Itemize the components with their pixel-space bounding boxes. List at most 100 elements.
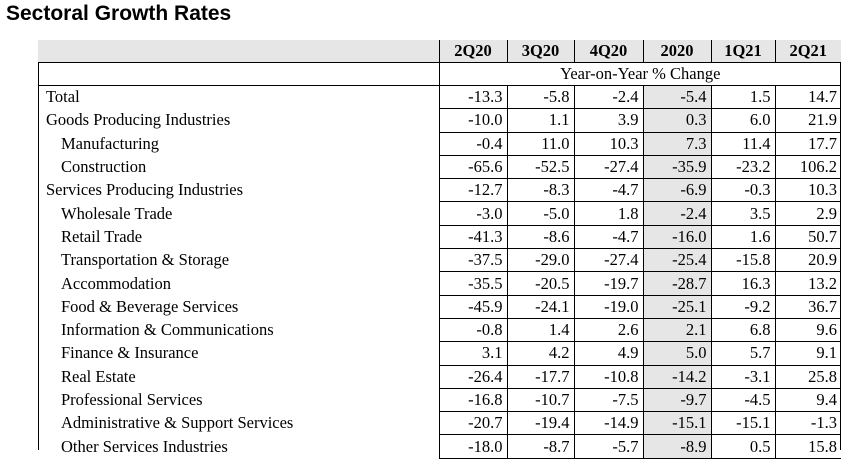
value-cell: -45.9 — [439, 295, 508, 319]
row-label: Construction — [38, 155, 440, 179]
value-cell: 0.5 — [711, 434, 776, 459]
value-cell: -15.1 — [711, 411, 776, 436]
value-cell: -1.3 — [775, 411, 841, 436]
value-cell: 10.3 — [775, 178, 841, 203]
value-cell: 9.1 — [775, 341, 841, 366]
row-label: Real Estate — [38, 365, 440, 389]
value-cell: -26.4 — [439, 365, 508, 389]
value-cell: 15.8 — [775, 434, 841, 459]
value-cell: 11.0 — [507, 132, 575, 156]
value-cell: 2.6 — [574, 318, 644, 343]
row-label: Wholesale Trade — [38, 201, 440, 226]
value-cell: -27.4 — [574, 248, 644, 273]
value-cell: 7.3 — [643, 132, 712, 156]
value-cell: 14.7 — [775, 85, 841, 110]
value-cell: -9.7 — [643, 388, 712, 413]
table-row: Information & Communications -0.8 1.4 2.6 2.… — [38, 318, 841, 343]
value-cell: 106.2 — [775, 155, 841, 180]
value-cell: 5.7 — [711, 341, 776, 366]
value-cell: -65.6 — [439, 155, 508, 180]
value-cell: -10.8 — [574, 365, 644, 389]
value-cell: -4.7 — [574, 178, 644, 203]
table-row: Professional Services -16.8 -10.7 -7.5 -9.7-… — [38, 388, 841, 413]
value-cell: 1.4 — [507, 318, 575, 343]
value-cell: -0.8 — [439, 318, 508, 343]
row-label: Transportation & Storage — [38, 248, 440, 272]
value-cell: 4.2 — [507, 341, 575, 366]
value-cell: 0.3 — [643, 108, 712, 133]
value-cell: -10.7 — [507, 388, 575, 413]
row-label: Total — [38, 85, 440, 109]
table-row: Manufacturing -0.4 11.0 10.3 7.3 11.4 17.7 — [38, 132, 841, 156]
column-header: 1Q21 — [711, 40, 776, 63]
value-cell: 36.7 — [775, 295, 841, 319]
value-cell: 1.1 — [507, 108, 575, 133]
value-cell: 10.3 — [574, 132, 644, 156]
value-cell: -8.6 — [507, 225, 575, 250]
column-header: 2020 — [643, 40, 712, 63]
value-cell: 3.1 — [439, 341, 508, 366]
row-label: Information & Communications — [38, 318, 440, 342]
value-cell: 6.0 — [711, 108, 776, 133]
value-cell: -16.8 — [439, 388, 508, 413]
value-cell: -27.4 — [574, 155, 644, 180]
value-cell: 13.2 — [775, 271, 841, 296]
value-cell: 16.3 — [711, 271, 776, 296]
column-header-row: 2Q20 3Q20 4Q20 2020 1Q21 2Q21 — [38, 40, 841, 63]
value-cell: 21.9 — [775, 108, 841, 133]
value-cell: -37.5 — [439, 248, 508, 273]
column-header: 4Q20 — [574, 40, 644, 63]
value-cell: 2.1 — [643, 318, 712, 343]
subheader-corner — [38, 62, 440, 86]
value-cell: 9.4 — [775, 388, 841, 413]
column-header: 2Q20 — [439, 40, 508, 63]
table-body: Total -13.3 -5.8 -2.4 -5.4 1.5 14.7 Goods Produ… — [38, 85, 841, 459]
value-cell: -9.2 — [711, 295, 776, 319]
value-cell: 17.7 — [775, 132, 841, 156]
value-cell: -13.3 — [439, 85, 508, 110]
value-cell: -2.4 — [574, 85, 644, 110]
value-cell: -28.7 — [643, 271, 712, 296]
value-cell: -8.7 — [507, 434, 575, 459]
value-cell: 4.9 — [574, 341, 644, 366]
row-label: Finance & Insurance — [38, 341, 440, 366]
value-cell: -8.3 — [507, 178, 575, 203]
table-row: Retail Trade -41.3 -8.6 -4.7 -16.0 1.6 50.7 — [38, 225, 841, 250]
column-header: 3Q20 — [507, 40, 575, 63]
value-cell: -8.9 — [643, 434, 712, 459]
row-label: Professional Services — [38, 388, 440, 412]
value-cell: -16.0 — [643, 225, 712, 250]
row-label: Services Producing Industries — [38, 178, 440, 202]
value-cell: 9.6 — [775, 318, 841, 343]
table-row: Food & Beverage Services -45.9 -24.1 -19.0-… — [38, 295, 841, 319]
table-row: Finance & Insurance 3.1 4.2 4.9 5.0 5.7 9.1 — [38, 341, 841, 366]
value-cell: 3.9 — [574, 108, 644, 133]
value-cell: -15.8 — [711, 248, 776, 273]
table-row: Wholesale Trade -3.0 -5.0 1.8 -2.4 3.5 2.9 — [38, 201, 841, 226]
value-cell: -10.0 — [439, 108, 508, 133]
value-cell: -41.3 — [439, 225, 508, 250]
value-cell: -5.0 — [507, 201, 575, 226]
value-cell: 1.8 — [574, 201, 644, 226]
value-cell: -23.2 — [711, 155, 776, 180]
value-cell: -35.9 — [643, 155, 712, 180]
value-cell: 2.9 — [775, 201, 841, 226]
subheader-row: Year-on-Year % Change — [38, 62, 841, 86]
value-cell: -2.4 — [643, 201, 712, 226]
value-cell: -15.1 — [643, 411, 712, 436]
value-cell: -19.0 — [574, 295, 644, 319]
value-cell: 11.4 — [711, 132, 776, 156]
row-label: Manufacturing — [38, 132, 440, 156]
value-cell: 20.9 — [775, 248, 841, 273]
row-label: Administrative & Support Services — [38, 411, 440, 435]
value-cell: 6.8 — [711, 318, 776, 343]
value-cell: -5.8 — [507, 85, 575, 110]
value-cell: 1.5 — [711, 85, 776, 110]
value-cell: -19.7 — [574, 271, 644, 296]
table-row: Real Estate -26.4 -17.7 -10.8 -14.2 -3.1 25.8 — [38, 365, 841, 389]
value-cell: 50.7 — [775, 225, 841, 250]
table-row: Other Services Industries -18.0 -8.7 -5.7 -8… — [38, 434, 841, 459]
value-cell: -52.5 — [507, 155, 575, 180]
value-cell: -20.7 — [439, 411, 508, 436]
page-title: Sectoral Growth Rates — [6, 2, 232, 25]
